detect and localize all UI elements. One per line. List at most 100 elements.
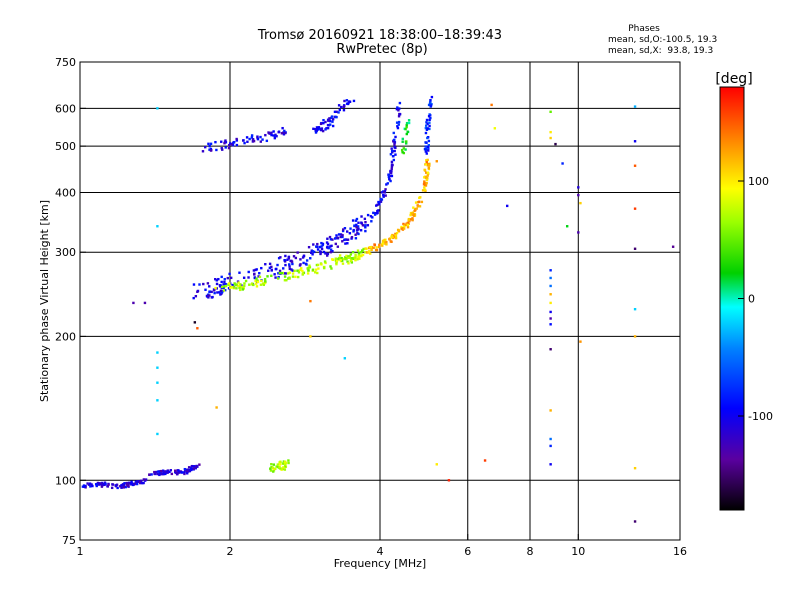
trace-point bbox=[302, 261, 305, 265]
trace-point bbox=[221, 148, 224, 151]
trace-point bbox=[329, 245, 332, 248]
scatter-point bbox=[156, 399, 159, 402]
trace-point bbox=[299, 263, 302, 266]
trace-point bbox=[346, 260, 349, 263]
trace-point bbox=[319, 252, 322, 256]
trace-point bbox=[312, 127, 315, 131]
trace-point bbox=[264, 263, 267, 266]
trace-point bbox=[377, 200, 380, 204]
y-tick-label: 100 bbox=[55, 474, 76, 487]
trace-point bbox=[296, 251, 299, 254]
trace-point bbox=[239, 283, 242, 286]
trace-point bbox=[337, 104, 341, 107]
trace-point bbox=[192, 296, 195, 300]
trace-point bbox=[282, 466, 285, 469]
trace-point bbox=[192, 283, 196, 286]
trace-point bbox=[364, 226, 367, 229]
trace-point bbox=[364, 247, 367, 250]
trace-point bbox=[215, 282, 219, 286]
trace-point bbox=[135, 482, 139, 486]
trace-point bbox=[217, 277, 220, 281]
trace-point bbox=[224, 139, 227, 142]
trace-point bbox=[255, 277, 258, 280]
trace-point bbox=[238, 288, 242, 292]
trace-point bbox=[397, 120, 401, 124]
trace-point bbox=[407, 217, 411, 221]
trace-point bbox=[185, 470, 189, 474]
trace-point bbox=[306, 267, 309, 270]
trace-point bbox=[392, 140, 395, 143]
trace-point bbox=[378, 202, 381, 206]
scatter-point bbox=[549, 110, 552, 114]
trace-point bbox=[322, 250, 326, 254]
trace-point bbox=[192, 465, 196, 468]
trace-point bbox=[232, 141, 235, 144]
x-tick-label: 8 bbox=[527, 545, 534, 558]
trace-point bbox=[356, 225, 360, 228]
trace-point bbox=[322, 122, 325, 125]
trace-point bbox=[241, 286, 244, 289]
trace-point bbox=[228, 282, 231, 285]
trace-point bbox=[333, 110, 337, 114]
trace-point bbox=[427, 166, 430, 170]
trace-point bbox=[190, 464, 194, 468]
trace-point bbox=[204, 145, 207, 149]
trace-point bbox=[306, 272, 310, 275]
trace-point bbox=[222, 286, 225, 290]
trace-point bbox=[223, 277, 226, 281]
trace-point bbox=[327, 246, 331, 250]
trace-point bbox=[315, 128, 319, 131]
scatter-point bbox=[549, 284, 552, 288]
trace-point bbox=[314, 128, 317, 131]
trace-point bbox=[128, 482, 131, 485]
trace-point bbox=[265, 139, 269, 143]
trace-point bbox=[305, 259, 309, 262]
trace-point bbox=[287, 461, 290, 465]
trace-point bbox=[256, 135, 259, 138]
trace-point bbox=[272, 130, 275, 133]
trace-point bbox=[339, 235, 342, 239]
trace-point bbox=[283, 259, 286, 262]
trace-point bbox=[375, 204, 378, 207]
trace-point bbox=[425, 178, 429, 182]
trace-point bbox=[291, 269, 294, 272]
trace-point bbox=[328, 119, 332, 123]
trace-point bbox=[280, 132, 284, 135]
trace-point bbox=[222, 289, 226, 292]
trace-point bbox=[84, 486, 87, 489]
x-axis-label: Frequency [MHz] bbox=[334, 557, 426, 570]
trace-point bbox=[339, 258, 342, 262]
trace-point bbox=[270, 265, 273, 269]
trace-point bbox=[220, 280, 223, 284]
trace-point bbox=[226, 276, 229, 280]
trace-point bbox=[282, 467, 285, 471]
trace-point bbox=[361, 253, 365, 257]
trace-point bbox=[418, 205, 422, 208]
trace-point bbox=[230, 286, 234, 289]
trace-point bbox=[156, 472, 159, 476]
trace-point bbox=[91, 484, 94, 488]
scatter-point bbox=[143, 301, 147, 305]
trace-point bbox=[291, 272, 295, 275]
trace-point bbox=[258, 275, 262, 279]
trace-point bbox=[358, 257, 361, 260]
trace-point bbox=[320, 263, 323, 266]
trace-point bbox=[259, 283, 263, 286]
trace-point bbox=[213, 289, 216, 292]
trace-point bbox=[374, 212, 377, 215]
trace-point bbox=[193, 466, 196, 470]
trace-point bbox=[407, 219, 410, 222]
trace-point bbox=[361, 224, 365, 227]
trace-point bbox=[270, 274, 273, 277]
trace-point bbox=[411, 217, 414, 220]
trace-point bbox=[390, 147, 393, 150]
trace-point bbox=[400, 148, 404, 152]
trace-point bbox=[335, 259, 339, 263]
trace-point bbox=[387, 173, 391, 176]
trace-point bbox=[271, 466, 275, 469]
trace-point bbox=[330, 244, 333, 248]
trace-point bbox=[270, 462, 273, 466]
trace-point bbox=[244, 279, 248, 283]
trace-point bbox=[134, 480, 138, 484]
trace-point bbox=[350, 237, 353, 240]
